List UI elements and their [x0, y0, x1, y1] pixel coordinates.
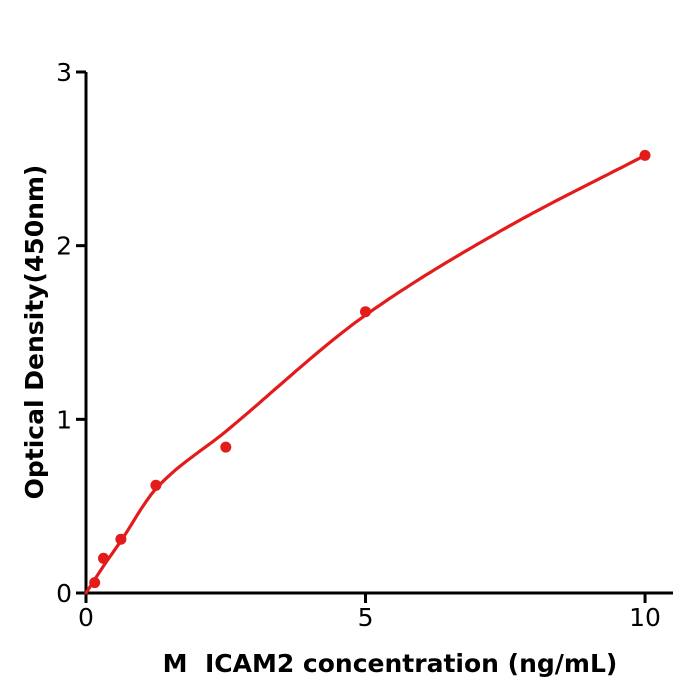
data-point — [115, 533, 127, 545]
axes-group: 0 5 10 0 1 2 3 — [56, 58, 673, 632]
axis-spines — [84, 72, 673, 595]
fit-curve-group — [84, 153, 647, 595]
data-point — [639, 149, 651, 161]
data-point — [98, 552, 109, 564]
y-tick-label: 2 — [56, 232, 72, 261]
x-tick-label: 5 — [358, 603, 374, 632]
y-tick-label: 3 — [56, 58, 72, 87]
y-tick-label: 1 — [56, 405, 72, 434]
x-tick-label: 0 — [78, 603, 94, 632]
data-point — [360, 306, 371, 318]
y-tick-label: 0 — [56, 579, 72, 608]
data-point — [220, 441, 232, 453]
data-point — [89, 577, 101, 589]
y-axis-title: Optical Density(450nm) — [20, 165, 49, 500]
fit-curve-line — [84, 153, 647, 595]
data-points-group — [89, 149, 651, 589]
data-point — [150, 479, 162, 491]
x-tick-label: 10 — [629, 603, 661, 632]
x-axis-title: M ICAM2 concentration (ng/mL) — [163, 649, 618, 678]
